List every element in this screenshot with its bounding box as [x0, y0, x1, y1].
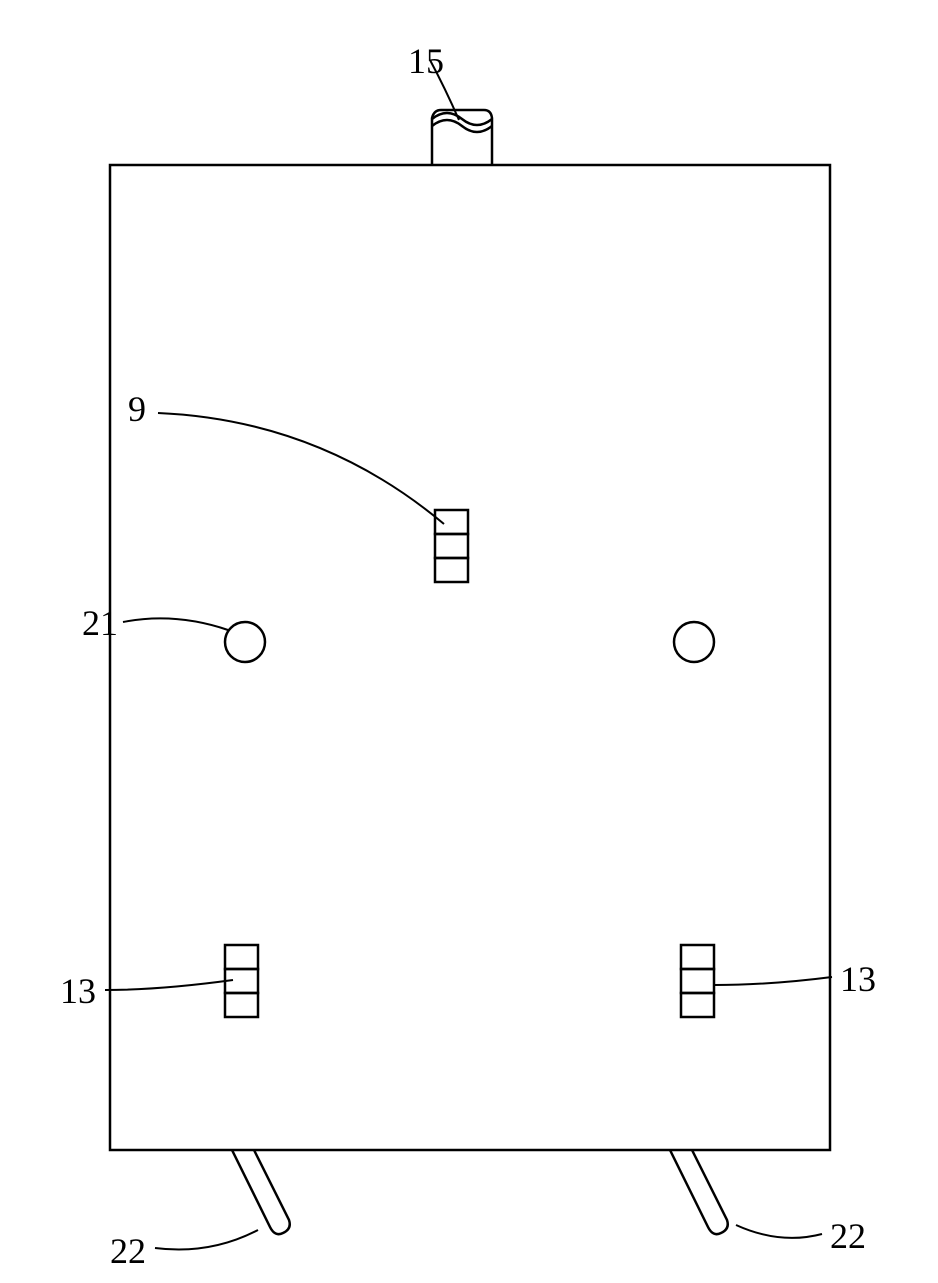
- main-body: [110, 165, 830, 1150]
- leader-lines: [105, 60, 832, 1250]
- leader-13r: [714, 977, 832, 985]
- hole-left: [225, 622, 265, 662]
- label-13l: 13: [60, 970, 96, 1012]
- top-stub: [432, 110, 492, 165]
- label-15: 15: [408, 40, 444, 82]
- label-21: 21: [82, 602, 118, 644]
- leader-22r: [736, 1225, 822, 1238]
- leader-13l: [105, 980, 233, 990]
- label-22r: 22: [830, 1215, 866, 1257]
- hole-right: [674, 622, 714, 662]
- label-9: 9: [128, 388, 146, 430]
- label-22l: 22: [110, 1230, 146, 1272]
- label-13r: 13: [840, 958, 876, 1000]
- diagram-canvas: [0, 0, 938, 1283]
- leg-left: [232, 1150, 290, 1234]
- leg-right: [670, 1150, 728, 1234]
- leader-22l: [155, 1230, 258, 1250]
- leader-9: [158, 413, 444, 524]
- leader-21: [123, 618, 228, 630]
- hinge-bottom-right: [681, 945, 714, 1017]
